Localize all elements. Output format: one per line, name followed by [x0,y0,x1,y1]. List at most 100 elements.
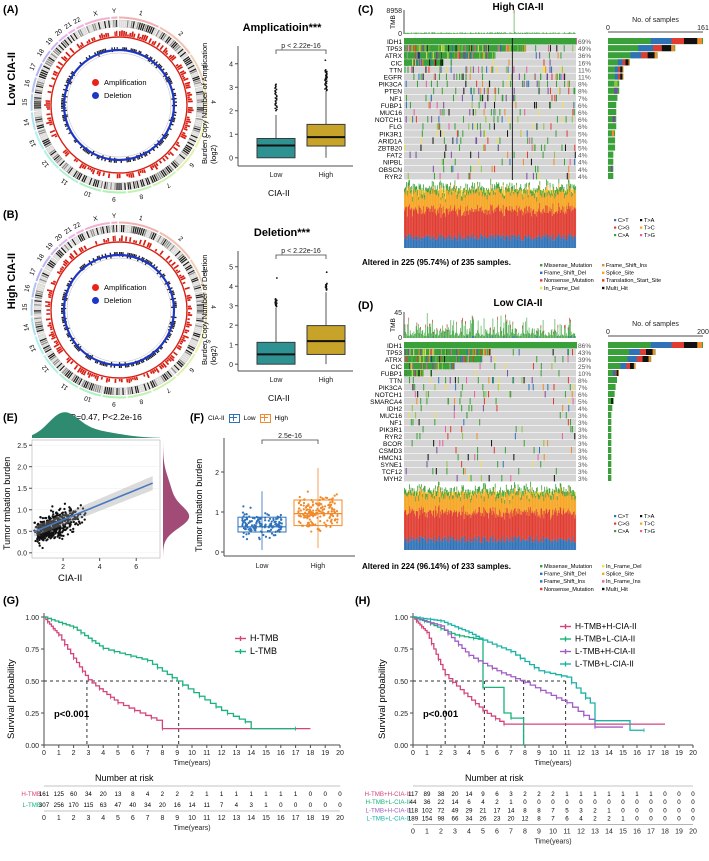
svg-text:36%: 36% [578,53,591,60]
svg-text:0: 0 [229,362,233,369]
panel-b-box-title: Deletion*** [253,227,311,239]
svg-text:7: 7 [164,386,171,394]
svg-text:8: 8 [138,397,144,405]
legend-high-swatch-icon [259,414,271,423]
svg-text:2: 2 [215,470,219,477]
svg-text:7%: 7% [578,385,588,392]
svg-text:161: 161 [697,25,709,32]
svg-text:ARID1A: ARID1A [378,138,402,145]
svg-text:4: 4 [229,284,233,291]
panel-f-legend-low: Low [243,415,256,422]
svg-text:1.5: 1.5 [17,486,27,493]
svg-text:43%: 43% [578,350,591,357]
panel-g: (G) 0.00 0.25 0.50 0.75 1.00 0 1 2 3 4 5 6 7 8 9 10 11 12… [0,595,355,861]
svg-text:C>G: C>G [618,522,630,528]
svg-text:PIK3CA: PIK3CA [379,82,403,89]
svg-text:4: 4 [98,564,102,571]
svg-text:0.0: 0.0 [17,550,27,557]
svg-text:CSMD3: CSMD3 [379,448,402,455]
svg-text:20: 20 [54,233,64,243]
svg-text:FAT2: FAT2 [387,153,403,160]
svg-text:3: 3 [201,64,209,71]
svg-text:C>T: C>T [618,514,629,520]
panel-g-survival: 0.000.250.500.751.000 1 2 3 4 5 6 7 8 9 10 11 12 13 14… [21,613,344,832]
svg-text:21: 21 [63,21,73,31]
svg-text:4%: 4% [578,160,588,167]
svg-text:OBSCN: OBSCN [379,167,403,174]
svg-text:69%: 69% [578,39,591,46]
svg-text:3%: 3% [578,427,588,434]
panel-a-label: (A) [3,4,19,16]
svg-text:3%: 3% [578,441,588,448]
panel-h: (H) 0.00 0.25 0.50 0.75 1.00 0 1 2 3 4 5 6 7 8 9 10 11 12… [355,595,709,861]
svg-text:7: 7 [164,181,171,189]
svg-text:3%: 3% [578,420,588,427]
svg-text:3%: 3% [578,469,588,476]
panel-a-box-ylabel: Burden Copy Number of Amplication (log2) [200,42,218,164]
svg-text:TP53: TP53 [386,350,402,357]
svg-text:RYR2: RYR2 [385,174,403,181]
svg-text:Multi_Hit: Multi_Hit [606,286,628,292]
panel-a-circos-legend: Amplification Deletion [92,78,147,100]
deletion-legend-label: Deletion [104,91,132,100]
svg-text:Splice_Site: Splice_Site [606,572,634,578]
deletion-dot-icon [92,92,99,99]
svg-text:6%: 6% [578,117,588,124]
svg-text:Y: Y [112,8,117,15]
svg-text:Frame_Shift_Ins: Frame_Shift_Ins [606,263,647,269]
svg-text:20: 20 [54,28,64,38]
svg-text:16: 16 [23,79,32,88]
svg-text:6%: 6% [578,103,588,110]
panel-d-altered-text: Altered in 224 (96.14%) of 233 samples. [362,562,511,571]
amplification-dot-icon [92,79,99,86]
svg-text:Nonsense_Mutation: Nonsense_Mutation [544,587,594,593]
svg-text:ZBTB20: ZBTB20 [378,146,403,153]
panel-e-annotation: R=0.47, P<2.2e-16 [70,412,142,422]
svg-text:6%: 6% [578,124,588,131]
svg-text:3%: 3% [578,476,588,483]
svg-text:2: 2 [177,30,185,38]
svg-text:1: 1 [229,132,233,139]
svg-text:NOTCH1: NOTCH1 [375,392,402,399]
panel-f-legend-title: CIA-II [208,415,225,422]
svg-text:10: 10 [83,189,93,198]
svg-text:5%: 5% [578,399,588,406]
panel-b-box-ylabel: Burden Copy Number of Deletion (log2) [200,254,218,365]
svg-text:15: 15 [22,303,29,311]
svg-text:FLG: FLG [389,124,402,131]
svg-text:15: 15 [22,98,29,106]
svg-text:T>C: T>C [644,522,655,528]
svg-text:3: 3 [229,85,233,92]
svg-text:45: 45 [394,310,402,317]
svg-text:PIK3CA: PIK3CA [379,385,403,392]
svg-text:2.0: 2.0 [17,464,27,471]
svg-text:p < 2.22e-16: p < 2.22e-16 [281,248,321,255]
svg-text:5%: 5% [578,138,588,145]
svg-text:In_Frame_Ins: In_Frame_Ins [606,579,641,585]
svg-text:MYH2: MYH2 [384,476,403,483]
panel-f-legend: CIA-II Low High [208,414,288,423]
svg-text:T>A: T>A [644,218,655,224]
svg-text:8: 8 [138,192,144,200]
svg-text:IDH1: IDH1 [387,39,402,46]
svg-text:C>A: C>A [618,529,629,535]
svg-text:14: 14 [23,323,31,332]
svg-text:8%: 8% [578,378,588,385]
svg-text:1: 1 [215,510,219,517]
svg-text:11: 11 [60,176,70,186]
svg-text:FUBP1: FUBP1 [381,371,403,378]
panel-e-ylabel: Tumor tmbation burden [2,456,12,550]
svg-text:0: 0 [606,329,610,336]
svg-text:IDH1: IDH1 [387,343,402,350]
legend-low-swatch-icon [228,414,240,423]
svg-text:ATRX: ATRX [385,53,403,60]
svg-text:High: High [319,377,334,384]
svg-text:0: 0 [229,155,233,162]
amplification-dot-icon [92,284,99,291]
svg-text:4%: 4% [578,406,588,413]
svg-text:PIK3R1: PIK3R1 [379,427,402,434]
panel-b-boxplot: 0 1 2 3 4 5 Low High p < 2.22e-16 [229,248,353,384]
svg-text:21: 21 [63,226,73,236]
